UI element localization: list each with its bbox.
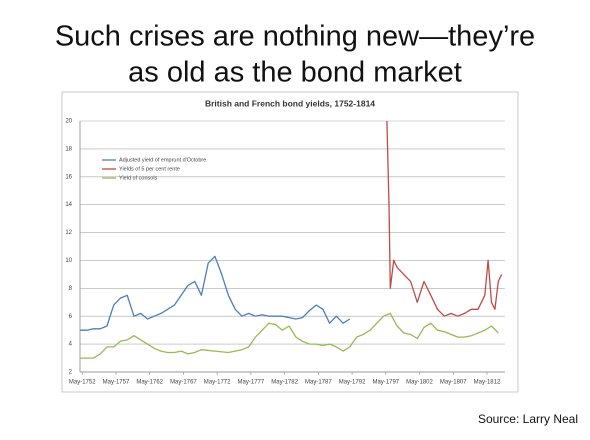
y-tick-label: 20 [65,119,72,125]
x-tick-label: May-1757 [103,380,130,386]
chart-frame [61,91,519,393]
y-tick-label: 10 [65,258,72,264]
y-tick-label: 12 [65,230,72,236]
x-tick-label: May-1767 [170,380,197,386]
slide-title-line: Such crises are nothing new—they’re [55,21,535,53]
x-tick-label: May-1787 [305,380,332,386]
chart-title: British and French bond yields, 1752-181… [205,98,375,108]
slide-title-line: as old as the bond market [128,57,462,89]
series-line [80,255,351,331]
y-tick-label: 14 [65,202,72,208]
x-tick-label: May-1777 [238,380,265,386]
legend-label: Yield of consols [119,175,158,181]
y-tick-label: 6 [69,314,73,320]
y-tick-label: 2 [69,370,73,376]
x-tick-label: May-1797 [372,380,399,386]
source: Source: Larry Neal [478,412,578,426]
x-tick-label: May-1782 [271,380,298,386]
series-line [386,120,503,317]
x-tick-label: May-1792 [339,380,366,386]
y-tick-label: 8 [69,286,73,292]
y-tick-label: 16 [65,174,72,180]
x-tick-label: May-1762 [136,380,163,386]
series-line [80,312,499,359]
x-tick-label: May-1802 [406,380,433,386]
x-tick-label: May-1807 [440,380,467,386]
x-tick-label: May-1752 [69,380,96,386]
x-tick-label: May-1772 [204,380,231,386]
y-tick-label: 4 [69,342,73,348]
y-tick-label: 18 [65,146,72,152]
x-tick-label: May-1812 [474,380,501,386]
legend-label: Adjusted yield of emprunt d'Octobre [119,157,206,163]
legend-label: Yields of 5 per cent rente [119,166,180,172]
